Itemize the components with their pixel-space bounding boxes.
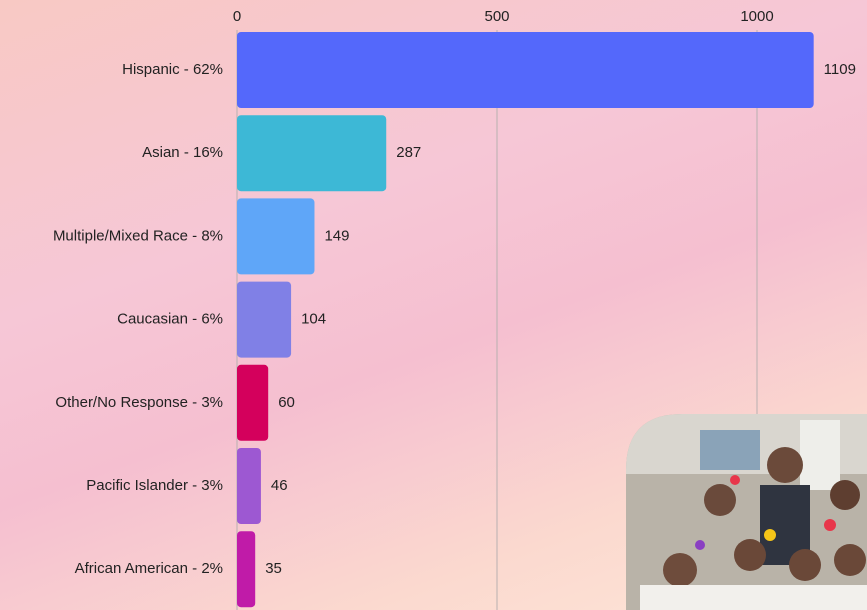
x-tick-label: 500 bbox=[484, 8, 509, 25]
value-label: 1109 bbox=[824, 61, 856, 78]
photo bbox=[626, 414, 867, 610]
x-tick-label: 0 bbox=[233, 8, 241, 25]
value-label: 104 bbox=[301, 311, 326, 328]
bar bbox=[237, 32, 814, 108]
y-tick-label: African American - 2% bbox=[75, 560, 223, 577]
bar bbox=[237, 281, 292, 358]
y-tick-label: Hispanic - 62% bbox=[122, 61, 223, 78]
value-label: 149 bbox=[324, 227, 349, 244]
bar bbox=[237, 531, 256, 608]
y-tick-label: Asian - 16% bbox=[142, 144, 223, 161]
bar bbox=[237, 448, 261, 524]
x-tick-label: 1000 bbox=[740, 8, 773, 25]
y-tick-label: Pacific Islander - 3% bbox=[86, 477, 223, 494]
value-label: 287 bbox=[396, 144, 421, 161]
y-tick-label: Other/No Response - 3% bbox=[55, 394, 223, 411]
y-tick-label: Multiple/Mixed Race - 8% bbox=[53, 227, 223, 244]
bar bbox=[237, 364, 269, 441]
value-label: 60 bbox=[278, 394, 295, 411]
bar bbox=[237, 115, 387, 192]
value-label: 46 bbox=[271, 477, 288, 494]
y-tick-label: Caucasian - 6% bbox=[117, 311, 223, 328]
value-label: 35 bbox=[265, 560, 282, 577]
bar bbox=[237, 198, 315, 275]
